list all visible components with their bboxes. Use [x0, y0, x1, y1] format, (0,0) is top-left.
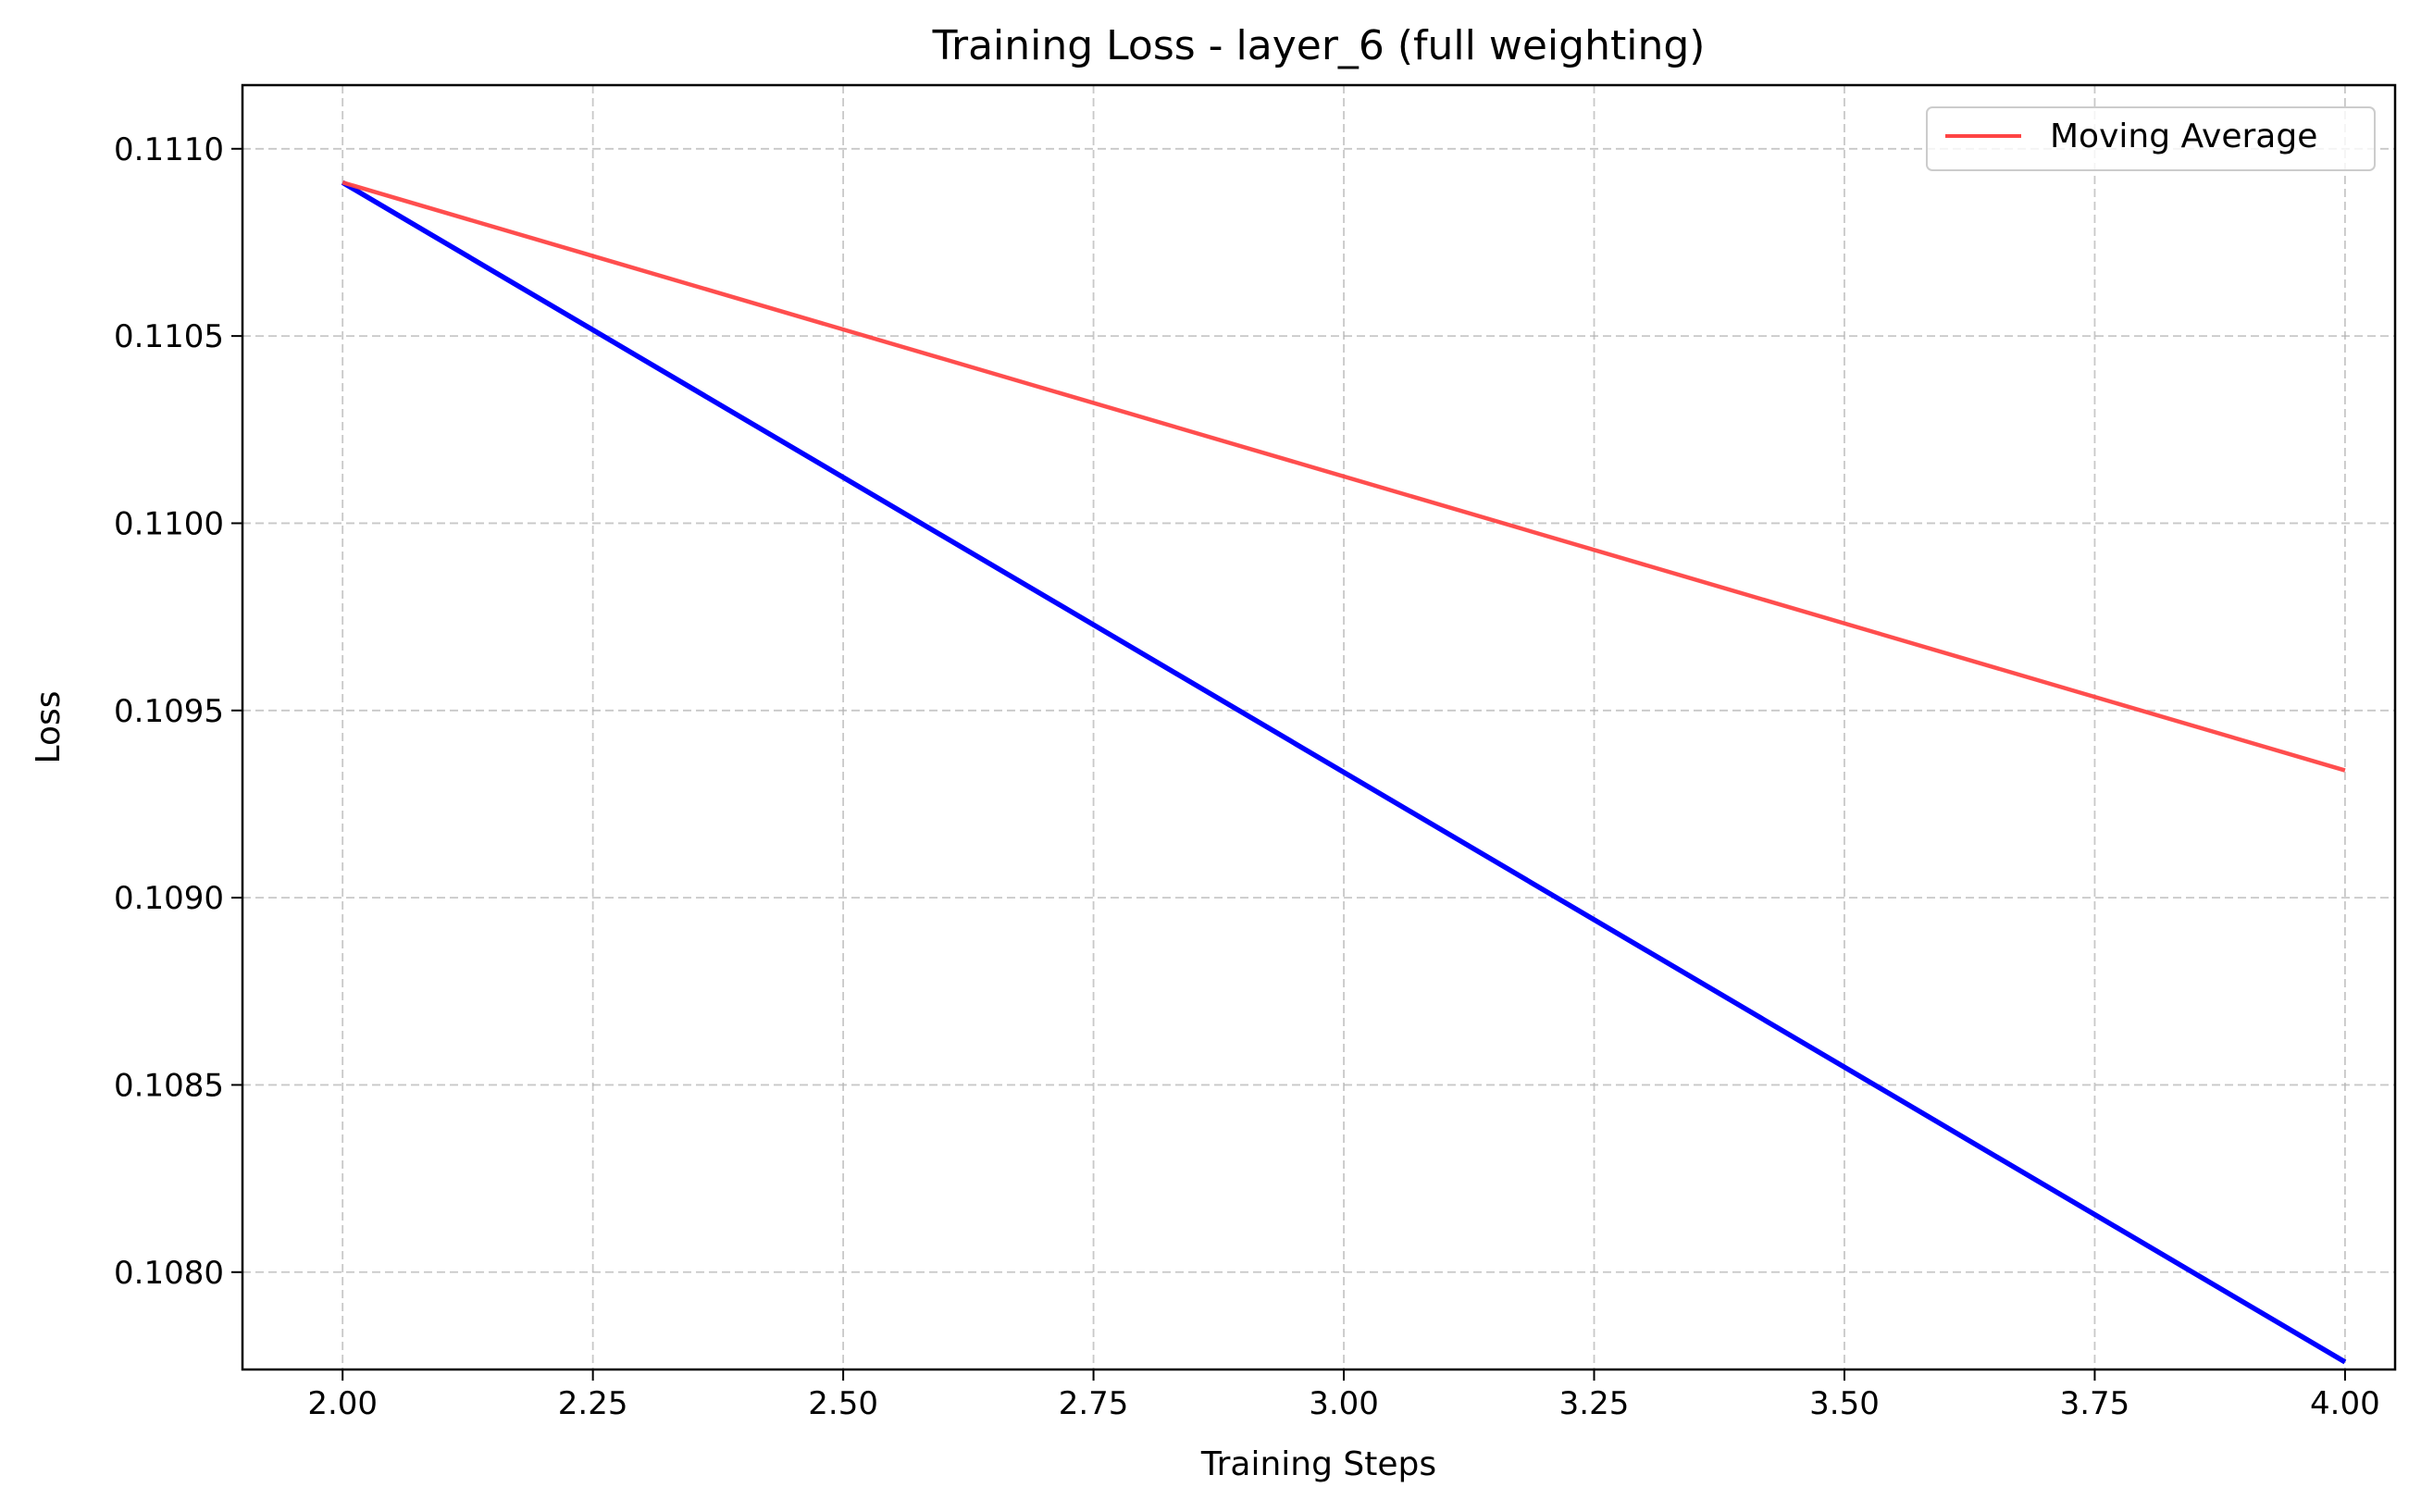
- x-tick-label: 2.25: [558, 1385, 628, 1422]
- x-axis-ticks: 2.00 2.25 2.50 2.75 3.00 3.25 3.50 3.75 4.00: [307, 1369, 2380, 1422]
- x-tick-label: 4.00: [2310, 1385, 2380, 1422]
- x-tick-label: 2.75: [1059, 1385, 1129, 1422]
- legend-box: [1926, 106, 2376, 171]
- x-tick-label: 3.00: [1309, 1385, 1379, 1422]
- y-tick-label: 0.1085: [114, 1067, 224, 1104]
- y-tick-label: 0.1090: [114, 880, 224, 917]
- x-tick-label: 3.25: [1559, 1385, 1630, 1422]
- loss-series-line: [341, 180, 2347, 1365]
- y-tick-label: 0.1100: [114, 505, 224, 542]
- moving-average-series-line: [341, 180, 2346, 773]
- x-tick-label: 2.50: [808, 1385, 878, 1422]
- x-tick-label: 2.00: [307, 1385, 378, 1422]
- x-tick-label: 3.75: [2060, 1385, 2130, 1422]
- x-axis-title: Training Steps: [1200, 1445, 1436, 1483]
- y-tick-label: 0.1095: [114, 693, 224, 730]
- plot-frame: [241, 83, 2397, 1371]
- x-tick-label: 3.50: [1809, 1385, 1880, 1422]
- y-axis-title: Loss: [30, 691, 68, 764]
- legend-label-moving-average: Moving Average: [2050, 118, 2317, 155]
- chart-title: Training Loss - layer_6 (full weighting): [932, 22, 1706, 69]
- legend: Moving Average: [1926, 106, 2376, 171]
- y-tick-label: 0.1110: [114, 131, 224, 168]
- y-tick-label: 0.1080: [114, 1255, 224, 1292]
- y-axis-ticks: 0.1080 0.1085 0.1090 0.1095 0.1100 0.1105 0.11…: [114, 131, 242, 1292]
- y-tick-label: 0.1105: [114, 318, 224, 355]
- series-lines: [341, 180, 2347, 1365]
